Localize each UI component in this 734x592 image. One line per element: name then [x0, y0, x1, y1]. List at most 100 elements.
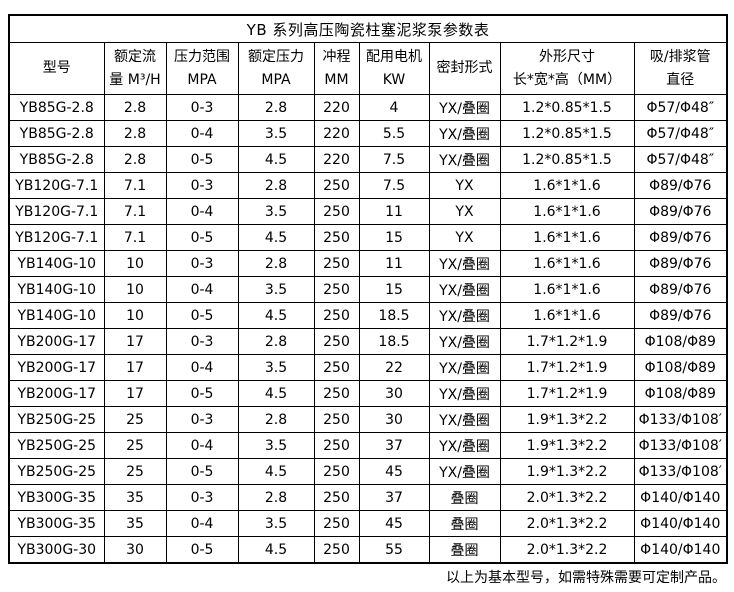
table-row: YB300G-35 35 0-4 3.5 250 45 叠圈 2.0*1.3*2.2 Φ140/…	[8, 510, 728, 537]
table-cell: Φ133/Φ108′	[633, 406, 728, 433]
table-cell: 250	[313, 536, 360, 564]
table-cell: YB120G-7.1	[8, 198, 105, 225]
col-header-rated-flow: 额定流 量 M³/H	[103, 42, 167, 95]
table-cell: 3.5	[237, 276, 315, 303]
table-cell: 4.5	[237, 146, 315, 173]
table-row: YB85G-2.8 2.8 0-4 3.5 220 5.5 YX/叠圈 1.2*0.85*1.…	[8, 120, 728, 147]
table-cell: 2.0*1.3*2.2	[499, 510, 635, 537]
table-cell: 220	[313, 120, 360, 147]
table-cell: 2.0*1.3*2.2	[499, 484, 635, 511]
table-cell: Φ89/Φ76	[633, 276, 728, 303]
table-cell: YB250G-25	[8, 432, 105, 459]
header-line: 外形尺寸	[539, 48, 595, 65]
table-row: YB120G-7.1 7.1 0-3 2.8 250 7.5 YX 1.6*1*1.6 Φ89/…	[8, 172, 728, 199]
table-cell: 45	[358, 510, 430, 537]
table-cell: 15	[358, 276, 430, 303]
col-header-motor-power: 配用电机 KW	[358, 42, 430, 95]
table-row: YB85G-2.8 2.8 0-3 2.8 220 4 YX/叠圈 1.2*0.85*1.5 Φ…	[8, 94, 728, 121]
table-cell: 1.7*1.2*1.9	[499, 380, 635, 407]
table-cell: 3.5	[237, 510, 315, 537]
table-cell: 1.6*1*1.6	[499, 250, 635, 277]
table-cell: 7.5	[358, 146, 430, 173]
table-cell: 10	[103, 276, 167, 303]
table-cell: 0-3	[165, 328, 239, 355]
table-cell: Φ57/Φ48″	[633, 146, 728, 173]
table-cell: 1.6*1*1.6	[499, 302, 635, 329]
table-cell: 37	[358, 484, 430, 511]
table-cell: 1.2*0.85*1.5	[499, 146, 635, 173]
table-cell: 250	[313, 510, 360, 537]
table-cell: 0-4	[165, 432, 239, 459]
table-cell: 0-4	[165, 354, 239, 381]
table-cell: 7.1	[103, 198, 167, 225]
table-cell: Φ140/Φ140	[633, 536, 728, 564]
table-cell: 2.8	[103, 146, 167, 173]
table-cell: 4.5	[237, 458, 315, 485]
table-cell: 3.5	[237, 432, 315, 459]
table-cell: 250	[313, 406, 360, 433]
table-cell: 1.9*1.3*2.2	[499, 406, 635, 433]
table-cell: 2.8	[237, 94, 315, 121]
col-header-pipe-diameter: 吸/排浆管 直径	[633, 42, 728, 95]
table-cell: Φ140/Φ140	[633, 484, 728, 511]
col-header-pressure-range: 压力范围 MPA	[165, 42, 239, 95]
table-cell: YX/叠圈	[428, 120, 501, 147]
table-cell: 35	[103, 484, 167, 511]
table-cell: YX/叠圈	[428, 406, 501, 433]
table-cell: 0-3	[165, 94, 239, 121]
table-cell: YB300G-35	[8, 510, 105, 537]
header-line: 长*宽*高（MM）	[512, 71, 622, 88]
table-cell: 18.5	[358, 328, 430, 355]
table-cell: YB250G-25	[8, 406, 105, 433]
table-cell: YB200G-17	[8, 328, 105, 355]
table-cell: 5.5	[358, 120, 430, 147]
table-cell: YB140G-10	[8, 276, 105, 303]
table-cell: YX/叠圈	[428, 94, 501, 121]
col-header-dimensions: 外形尺寸 长*宽*高（MM）	[499, 42, 635, 95]
table-row: YB200G-17 17 0-5 4.5 250 30 YX/叠圈 1.7*1.2*1.9 Φ1…	[8, 380, 728, 407]
table-cell: YX/叠圈	[428, 458, 501, 485]
table-cell: 250	[313, 354, 360, 381]
header-line: KW	[382, 71, 406, 88]
table-cell: 55	[358, 536, 430, 564]
table-cell: 2.8	[237, 172, 315, 199]
table-cell: 30	[103, 536, 167, 564]
table-cell: 250	[313, 302, 360, 329]
table-cell: Φ89/Φ76	[633, 172, 728, 199]
header-line: 配用电机	[366, 48, 422, 65]
table-cell: YX/叠圈	[428, 354, 501, 381]
table-cell: 0-5	[165, 536, 239, 564]
header-line: 压力范围	[174, 48, 230, 65]
table-cell: 25	[103, 406, 167, 433]
col-header-model: 型号	[8, 42, 105, 95]
table-cell: 250	[313, 172, 360, 199]
footer-note: 以上为基本型号，如需特殊需要可定制产品。	[446, 570, 726, 586]
table-row: YB120G-7.1 7.1 0-5 4.5 250 15 YX 1.6*1*1.6 Φ89/Φ…	[8, 224, 728, 251]
table-cell: Φ133/Φ108′	[633, 432, 728, 459]
table-cell: 35	[103, 510, 167, 537]
table-cell: YB200G-17	[8, 354, 105, 381]
table-cell: 17	[103, 354, 167, 381]
table-cell: 0-4	[165, 198, 239, 225]
table-cell: 220	[313, 94, 360, 121]
col-header-stroke: 冲程 MM	[313, 42, 360, 95]
table-cell: YX/叠圈	[428, 276, 501, 303]
table-cell: 10	[103, 302, 167, 329]
table-cell: 2.8	[237, 328, 315, 355]
table-cell: Φ140/Φ140	[633, 510, 728, 537]
table-cell: YB300G-30	[8, 536, 105, 564]
table-cell: 4.5	[237, 224, 315, 251]
table-cell: Φ89/Φ76	[633, 198, 728, 225]
header-line: 额定流	[114, 48, 156, 65]
col-header-rated-pressure: 额定压力 MPA	[237, 42, 315, 95]
table-row: YB120G-7.1 7.1 0-4 3.5 250 11 YX 1.6*1*1.6 Φ89/Φ…	[8, 198, 728, 225]
table-cell: 250	[313, 458, 360, 485]
header-line: MPA	[261, 71, 291, 88]
header-line: 量 M³/H	[109, 71, 161, 88]
table-cell: YB140G-10	[8, 302, 105, 329]
table-cell: 250	[313, 198, 360, 225]
table-cell: 250	[313, 276, 360, 303]
table-cell: 3.5	[237, 120, 315, 147]
table-cell: 25	[103, 432, 167, 459]
table-cell: YX/叠圈	[428, 328, 501, 355]
